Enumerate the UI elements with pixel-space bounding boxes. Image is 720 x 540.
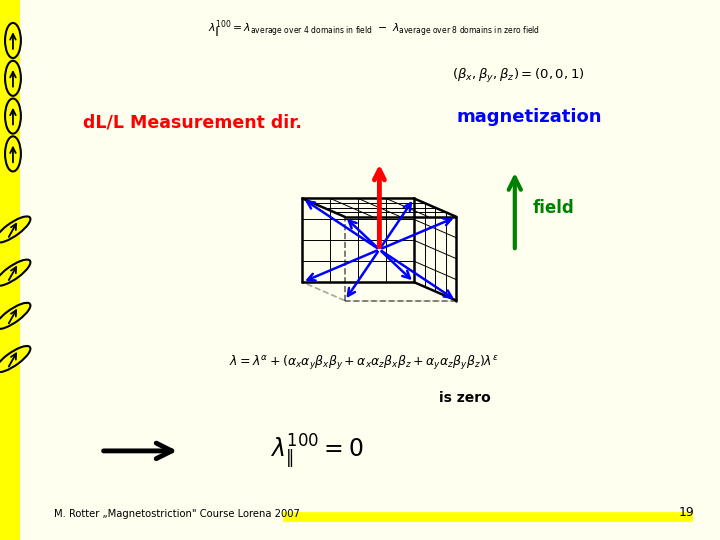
Text: is zero: is zero — [438, 392, 490, 406]
Bar — [0, 0, 20, 540]
Text: M. Rotter „Magnetostriction" Course Lorena 2007: M. Rotter „Magnetostriction" Course Lore… — [54, 509, 300, 519]
Text: 19: 19 — [679, 507, 695, 519]
Text: magnetization: magnetization — [456, 108, 602, 126]
Text: $\lambda_{\|}^{100} = 0$: $\lambda_{\|}^{100} = 0$ — [270, 432, 364, 470]
Ellipse shape — [0, 217, 30, 242]
Text: $\lambda = \lambda^{\alpha} + (\alpha_x\alpha_y\beta_x\beta_y + \alpha_x\alpha_z: $\lambda = \lambda^{\alpha} + (\alpha_x\… — [229, 354, 498, 372]
Ellipse shape — [5, 23, 21, 58]
Ellipse shape — [5, 60, 21, 96]
Ellipse shape — [0, 260, 30, 286]
Ellipse shape — [5, 137, 21, 172]
Ellipse shape — [0, 303, 30, 329]
Ellipse shape — [0, 346, 30, 372]
Text: $(\beta_x, \beta_y, \beta_z) = (0,0,1)$: $(\beta_x, \beta_y, \beta_z) = (0,0,1)$ — [452, 68, 585, 85]
Text: $\lambda_{\|}^{100} = \lambda_{\mathrm{average\ over\ 4\ domains\ in\ field}}\ -: $\lambda_{\|}^{100} = \lambda_{\mathrm{a… — [208, 19, 541, 40]
Text: dL/L Measurement dir.: dL/L Measurement dir. — [83, 113, 302, 131]
Text: field: field — [533, 199, 575, 217]
Ellipse shape — [5, 98, 21, 133]
